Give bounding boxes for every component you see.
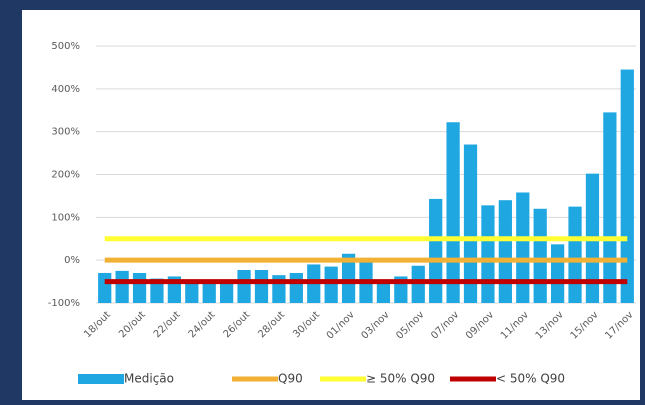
bar <box>533 208 547 303</box>
bar <box>324 266 338 303</box>
y-tick-label: 200% <box>51 170 80 181</box>
legend-label: ≥ 50% Q90 <box>366 372 435 386</box>
chart-area <box>22 10 640 400</box>
bar <box>202 283 216 303</box>
bar <box>498 200 512 303</box>
legend-swatch <box>78 374 124 384</box>
bar <box>620 69 634 303</box>
bar <box>341 253 356 303</box>
bar <box>550 244 565 303</box>
bar <box>603 112 617 304</box>
bar <box>289 273 303 303</box>
y-tick-label: 100% <box>51 212 80 223</box>
y-tick-label: 0% <box>64 255 80 266</box>
bar <box>132 273 147 303</box>
y-tick-label: -100% <box>48 298 80 309</box>
legend-label: < 50% Q90 <box>496 372 565 386</box>
bar <box>568 206 582 303</box>
bar <box>115 270 129 303</box>
bar <box>98 273 112 303</box>
bar <box>254 270 269 303</box>
bar <box>411 265 425 303</box>
legend-label: Medição <box>124 372 174 386</box>
bar <box>446 122 460 303</box>
y-tick-label: 500% <box>51 41 80 52</box>
bar <box>463 144 478 303</box>
bar <box>237 270 251 303</box>
bar <box>220 283 234 303</box>
bar <box>481 205 495 303</box>
bar <box>376 283 391 303</box>
bar <box>429 198 443 303</box>
legend-label: Q90 <box>278 372 303 386</box>
bar <box>150 278 164 303</box>
bar <box>516 192 530 303</box>
bar <box>185 282 199 303</box>
y-tick-label: 400% <box>51 84 80 95</box>
y-tick-label: 300% <box>51 127 80 138</box>
